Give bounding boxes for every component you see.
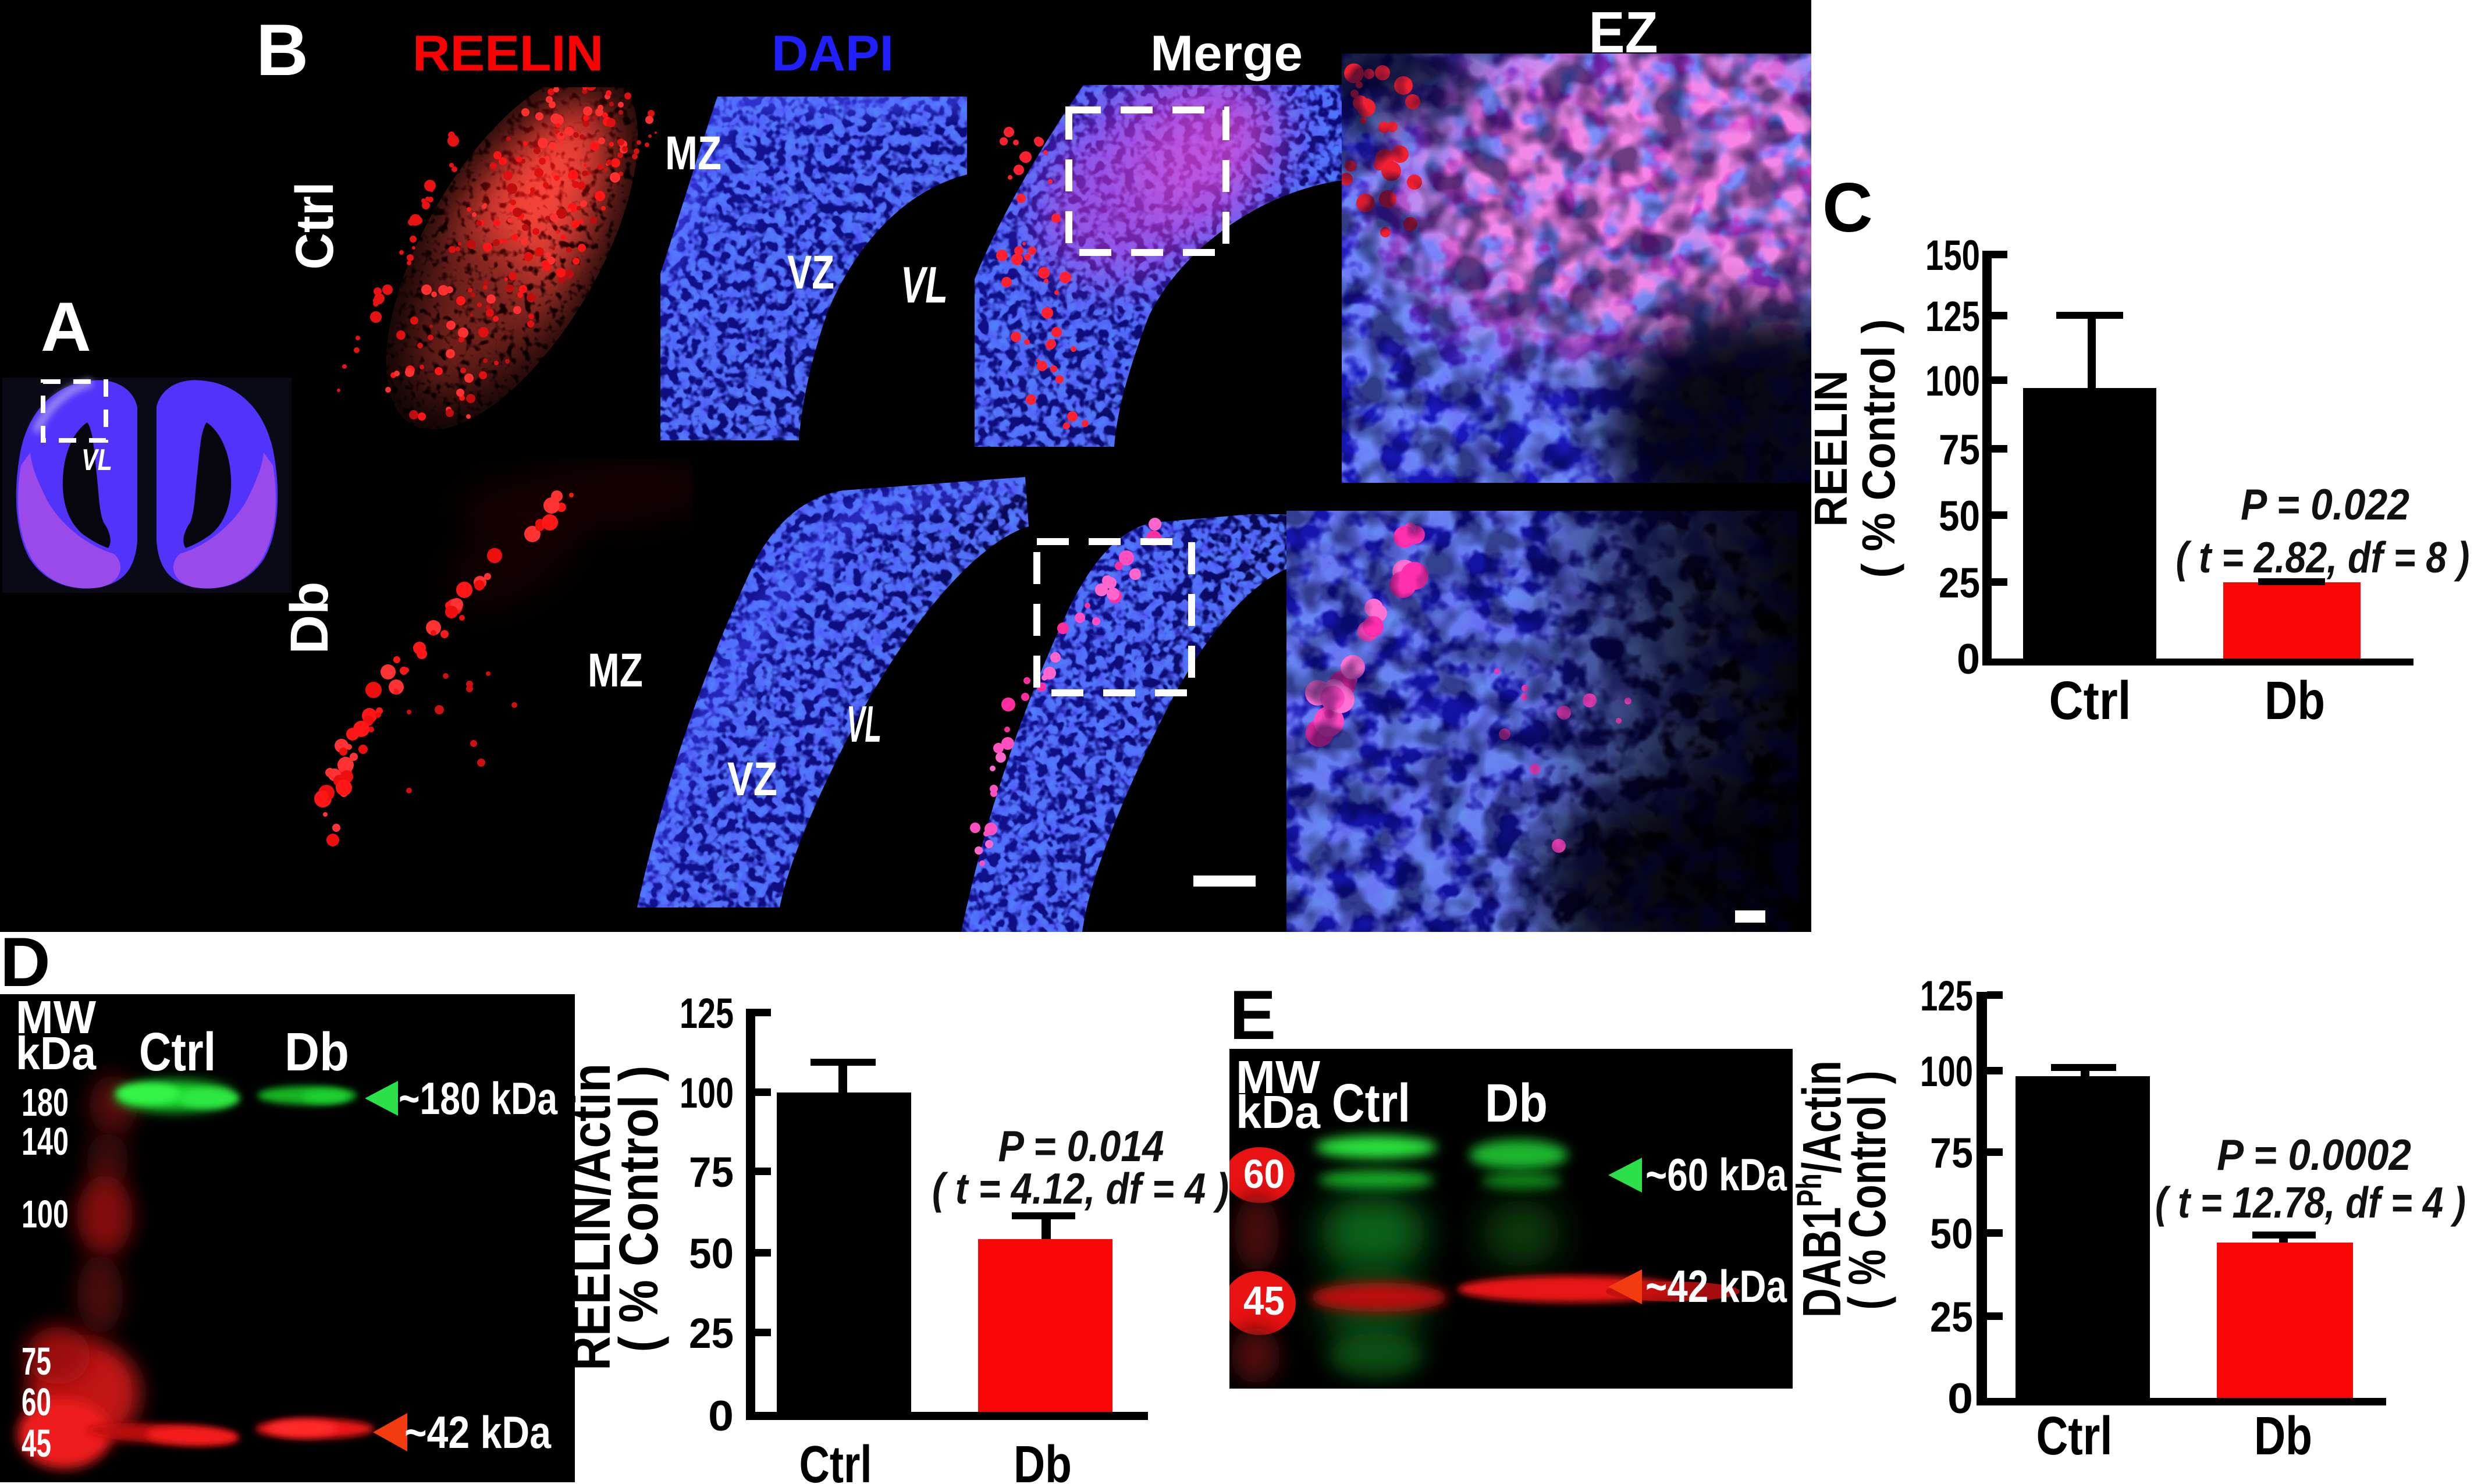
svg-text:50: 50 (1930, 1211, 1973, 1258)
svg-text:MZ: MZ (665, 127, 721, 180)
svg-text:150: 150 (1925, 232, 1980, 279)
svg-text:~60 kDa: ~60 kDa (1645, 1149, 1787, 1200)
svg-text:kDa: kDa (1236, 1086, 1320, 1138)
svg-text:75: 75 (1930, 1130, 1973, 1177)
svg-text:MW: MW (16, 991, 96, 1043)
svg-text:Db: Db (2254, 1405, 2312, 1466)
svg-text:REELIN: REELIN (1805, 371, 1857, 527)
svg-text:Db: Db (1014, 1436, 1072, 1484)
svg-text:( % Control ): ( % Control ) (608, 1066, 670, 1353)
svg-text:75: 75 (689, 1149, 734, 1196)
svg-text:Db: Db (2265, 670, 2325, 731)
svg-text:125: 125 (1925, 293, 1980, 340)
svg-text:100: 100 (1925, 358, 1980, 405)
svg-text:P = 0.014: P = 0.014 (998, 1122, 1164, 1170)
svg-text:25: 25 (1930, 1294, 1973, 1341)
svg-text:Ctrl: Ctrl (2036, 1405, 2113, 1466)
svg-text:75: 75 (1939, 426, 1980, 474)
svg-text:180: 180 (22, 1081, 69, 1124)
svg-text:25: 25 (689, 1310, 734, 1357)
svg-text:0: 0 (1947, 1375, 1973, 1422)
svg-text:REELIN/Actin: REELIN/Actin (560, 1063, 622, 1371)
svg-text:100: 100 (1920, 1048, 1973, 1095)
svg-text:25: 25 (1939, 560, 1980, 607)
svg-text:MZ: MZ (588, 644, 643, 697)
svg-text:140: 140 (22, 1120, 69, 1163)
svg-text:0: 0 (708, 1393, 734, 1440)
svg-text:REELIN: REELIN (413, 26, 603, 81)
svg-text:VZ: VZ (727, 753, 777, 806)
svg-text:~180 kDa: ~180 kDa (399, 1073, 557, 1124)
svg-text:kDa: kDa (16, 1027, 96, 1079)
svg-text:Db: Db (285, 1022, 349, 1082)
svg-text:A: A (41, 288, 91, 366)
svg-text:Db: Db (280, 582, 339, 654)
svg-text:MW: MW (1236, 1051, 1320, 1103)
svg-text:( % Control ): ( % Control ) (1839, 1071, 1897, 1310)
svg-text:Ctrl: Ctrl (1332, 1073, 1410, 1133)
svg-text:100: 100 (22, 1193, 69, 1236)
svg-text:100: 100 (680, 1070, 734, 1117)
svg-text:Ctrl: Ctrl (285, 182, 344, 270)
svg-text:50: 50 (1939, 493, 1980, 540)
svg-text:60: 60 (1243, 1151, 1285, 1197)
svg-text:Ctrl: Ctrl (799, 1436, 872, 1484)
svg-text:50: 50 (689, 1230, 734, 1277)
svg-text:45: 45 (22, 1422, 51, 1465)
svg-text:D: D (0, 923, 51, 1001)
svg-text:E: E (1229, 976, 1276, 1054)
svg-text:VL: VL (847, 695, 881, 753)
svg-text:( % Control ): ( % Control ) (1853, 319, 1904, 578)
svg-text:125: 125 (680, 990, 734, 1037)
svg-text:VL: VL (901, 256, 948, 314)
svg-text:P = 0.0002: P = 0.0002 (2217, 1130, 2411, 1179)
svg-text:Ctrl: Ctrl (139, 1022, 216, 1082)
svg-text:~42 kDa: ~42 kDa (1645, 1261, 1787, 1312)
svg-text:0: 0 (1957, 636, 1980, 683)
svg-text:DAPI: DAPI (772, 26, 894, 81)
svg-text:Merge: Merge (1150, 26, 1303, 81)
svg-text:C: C (1822, 169, 1873, 247)
svg-text:Ctrl: Ctrl (2049, 670, 2131, 731)
svg-text:( t = 2.82, df = 8 ): ( t = 2.82, df = 8 ) (2176, 533, 2470, 582)
svg-text:~42 kDa: ~42 kDa (404, 1407, 552, 1458)
svg-text:VL: VL (81, 443, 112, 477)
svg-text:75: 75 (22, 1340, 51, 1383)
svg-text:45: 45 (1243, 1278, 1285, 1323)
svg-text:B: B (256, 10, 308, 91)
svg-text:( t = 4.12, df = 4 ): ( t = 4.12, df = 4 ) (932, 1164, 1229, 1213)
svg-text:125: 125 (1920, 973, 1973, 1020)
svg-text:60: 60 (22, 1380, 51, 1424)
svg-text:VZ: VZ (787, 246, 834, 299)
svg-text:Db: Db (1485, 1073, 1548, 1133)
svg-text:( t = 12.78, df = 4 ): ( t = 12.78, df = 4 ) (2155, 1178, 2466, 1227)
svg-text:P = 0.022: P = 0.022 (2241, 480, 2409, 529)
